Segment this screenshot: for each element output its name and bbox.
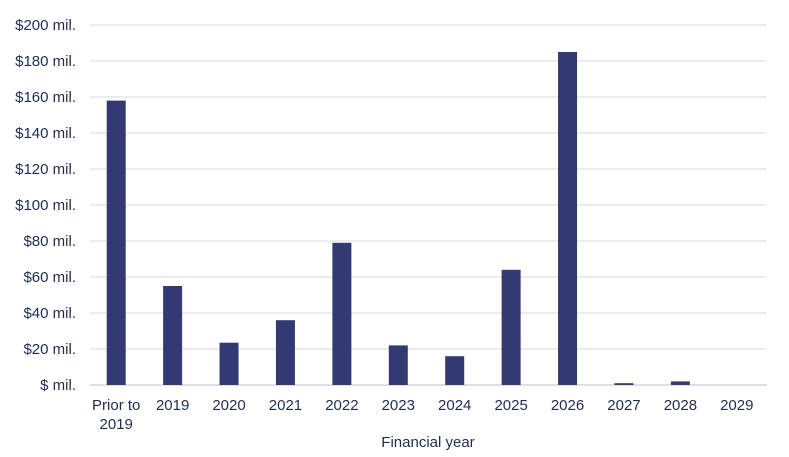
bar [445,356,465,385]
x-tick-label-line: 2023 [382,397,415,414]
y-tick-label: $40 mil. [23,305,76,322]
y-axis-tick-labels: $ mil. $20 mil. $40 mil. $60 mil. $80 mil. $1… [15,17,76,394]
x-tick-label-line: 2027 [607,397,640,414]
x-tick-label-line: 2025 [494,397,527,414]
x-tick-label-line: 2021 [269,397,302,414]
x-tick-label-line: 2020 [212,397,245,414]
bar [388,345,408,385]
bar [163,286,183,385]
y-tick-label: $200 mil. [15,17,76,34]
x-tick-label: 2023 [382,397,415,414]
bar [275,320,295,385]
x-tick-label: 2028 [664,397,697,414]
y-tick-label: $140 mil. [15,125,76,142]
x-tick-label-line: 2029 [720,397,753,414]
x-tick-label: Prior to 2019 [92,397,140,433]
y-tick-label: $80 mil. [23,233,76,250]
x-tick-label-line: 2019 [100,416,133,433]
bar [332,242,352,385]
y-tick-label: $60 mil. [23,269,76,286]
x-tick-label: 2029 [720,397,753,414]
x-tick-label-line: 2024 [438,397,471,414]
x-tick-label: 2026 [551,397,584,414]
x-tick-label-line: 2022 [325,397,358,414]
x-tick-label: 2025 [494,397,527,414]
x-tick-label: 2027 [607,397,640,414]
gridlines [90,24,767,386]
x-tick-label-line: 2019 [156,397,189,414]
y-tick-label: $100 mil. [15,197,76,214]
x-tick-label: 2024 [438,397,471,414]
x-axis-title: Financial year [381,434,474,451]
x-tick-label: 2020 [212,397,245,414]
y-tick-label: $180 mil. [15,53,76,70]
x-tick-label: 2019 [156,397,189,414]
bars [106,52,690,385]
bar [558,52,578,385]
x-tick-label-line: 2026 [551,397,584,414]
y-tick-label: $120 mil. [15,161,76,178]
bar [219,342,239,385]
x-tick-label-line: Prior to [92,397,140,414]
bar [106,100,126,385]
y-tick-label: $ mil. [40,377,76,394]
bar [501,269,521,385]
y-tick-label: $20 mil. [23,341,76,358]
y-tick-label: $160 mil. [15,89,76,106]
bar [614,383,634,385]
x-tick-label-line: 2028 [664,397,697,414]
x-tick-label: 2022 [325,397,358,414]
x-tick-label: 2021 [269,397,302,414]
bar [670,381,690,385]
x-axis-tick-labels: Prior to 2019 2019 2020 2021 2022 2023 2024 2025… [92,397,753,433]
